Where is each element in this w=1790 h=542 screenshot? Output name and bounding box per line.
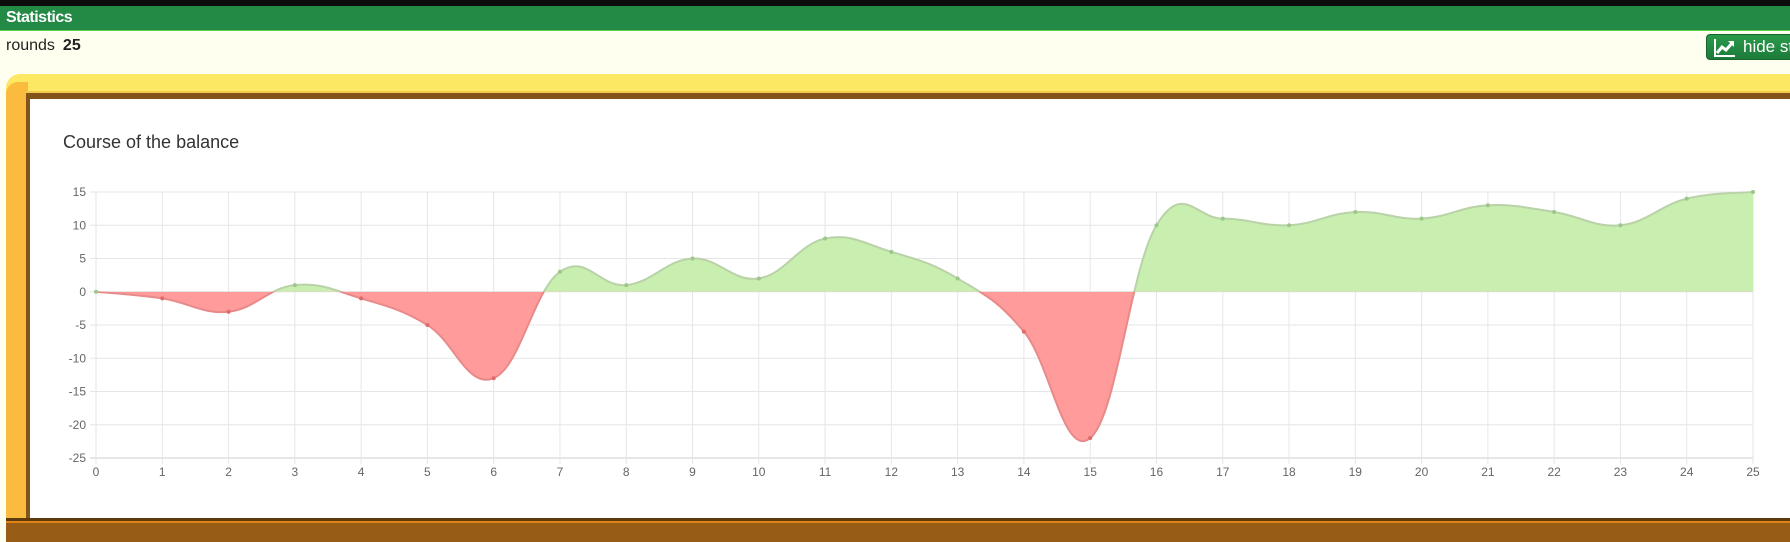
- x-tick-label: 15: [1084, 465, 1098, 479]
- x-tick-label: 23: [1614, 465, 1628, 479]
- chart-panel: [30, 99, 1790, 518]
- data-point: [1684, 196, 1689, 201]
- x-tick-label: 9: [689, 465, 696, 479]
- title-bar: Statistics: [0, 6, 1790, 31]
- data-point: [160, 296, 165, 301]
- frame-inner-border: [26, 93, 1790, 99]
- y-tick-label: -15: [69, 385, 87, 399]
- y-tick-label: -20: [69, 418, 87, 432]
- data-point: [1220, 216, 1225, 221]
- data-point: [955, 276, 960, 281]
- data-point: [624, 283, 629, 288]
- x-tick-label: 12: [885, 465, 899, 479]
- x-tick-label: 1: [159, 465, 166, 479]
- data-point: [1618, 223, 1623, 228]
- x-tick-label: 7: [557, 465, 564, 479]
- line-chart-icon: [1714, 39, 1735, 57]
- x-tick-label: 18: [1282, 465, 1296, 479]
- data-point: [1353, 209, 1358, 214]
- data-point: [359, 296, 364, 301]
- x-tick-label: 6: [490, 465, 497, 479]
- x-tick-label: 13: [951, 465, 965, 479]
- y-tick-label: 0: [79, 285, 86, 299]
- balance-line-positive: [96, 191, 1754, 292]
- data-point: [1021, 329, 1026, 334]
- negative-area: [96, 291, 1753, 441]
- data-point: [292, 283, 297, 288]
- data-point: [889, 249, 894, 254]
- y-tick-label: -5: [75, 318, 86, 332]
- data-point: [1154, 223, 1159, 228]
- data-point: [557, 269, 562, 274]
- x-tick-label: 14: [1017, 465, 1031, 479]
- rounds-summary: rounds 25: [6, 37, 81, 55]
- balance-line-negative: [95, 291, 1136, 442]
- x-tick-label: 3: [291, 465, 298, 479]
- x-tick-label: 4: [358, 465, 365, 479]
- frame-inner-border-left: [26, 93, 30, 518]
- frame-bottom: [6, 518, 1790, 542]
- data-point: [491, 376, 496, 381]
- frame-left-edge: [6, 82, 28, 539]
- data-point: [1552, 209, 1557, 214]
- data-point: [690, 256, 695, 261]
- frame-highlight: [26, 91, 1790, 93]
- x-tick-label: 17: [1216, 465, 1230, 479]
- y-tick-label: -25: [69, 451, 87, 465]
- x-tick-label: 8: [623, 465, 630, 479]
- x-tick-label: 5: [424, 465, 431, 479]
- data-point: [94, 289, 98, 294]
- positive-area: [96, 192, 1753, 292]
- x-tick-label: 16: [1150, 465, 1164, 479]
- y-tick-label: 15: [73, 185, 87, 199]
- x-tick-label: 22: [1547, 465, 1561, 479]
- x-tick-label: 2: [225, 465, 232, 479]
- x-tick-label: 20: [1415, 465, 1429, 479]
- x-tick-label: 24: [1680, 465, 1694, 479]
- x-tick-label: 25: [1746, 465, 1760, 479]
- x-tick-label: 0: [93, 465, 100, 479]
- data-point: [823, 236, 828, 241]
- x-tick-label: 10: [752, 465, 766, 479]
- data-point: [226, 309, 231, 314]
- chart-title: Course of the balance: [63, 132, 240, 152]
- data-point: [1485, 203, 1490, 208]
- y-tick-label: 10: [73, 218, 87, 232]
- rounds-value: 25: [62, 37, 81, 54]
- y-tick-label: -10: [69, 351, 87, 365]
- data-point: [1287, 223, 1292, 228]
- x-tick-label: 11: [819, 465, 832, 479]
- hide-statistics-label: hide statistics: [1743, 37, 1790, 56]
- page-title: Statistics: [6, 9, 73, 26]
- data-point: [425, 323, 430, 327]
- data-point: [1088, 436, 1093, 441]
- rounds-label: rounds: [6, 37, 55, 54]
- x-tick-label: 19: [1349, 465, 1363, 479]
- data-point: [1751, 190, 1755, 194]
- data-point: [756, 276, 761, 281]
- data-point: [1419, 216, 1424, 221]
- x-tick-label: 21: [1481, 465, 1495, 479]
- y-tick-label: 5: [79, 252, 86, 266]
- hide-statistics-button[interactable]: hide statistics: [1706, 34, 1790, 60]
- top-edge: [0, 0, 1790, 6]
